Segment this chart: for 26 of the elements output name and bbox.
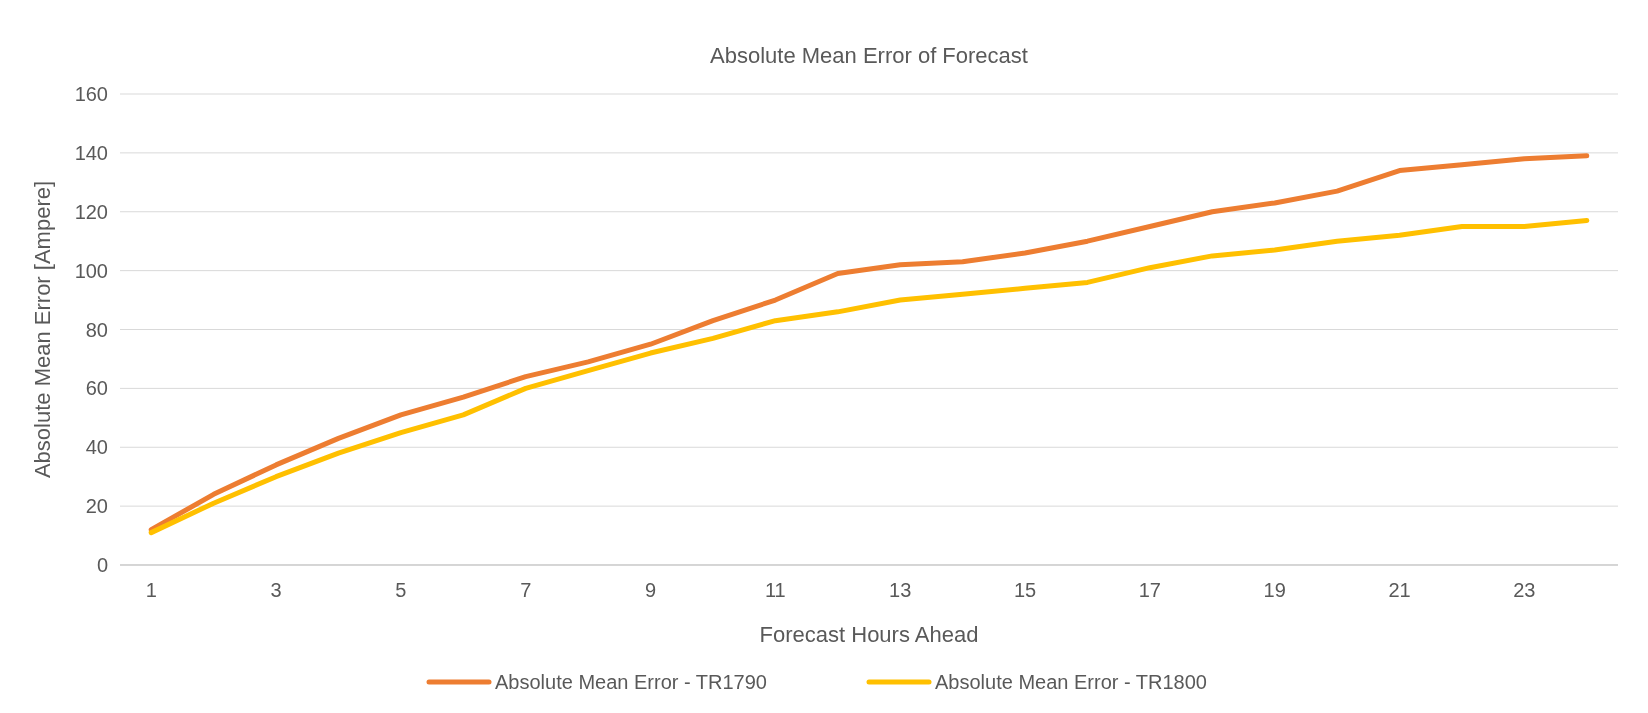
legend-label: Absolute Mean Error - TR1790 [495, 671, 767, 693]
y-tick-label: 40 [85, 436, 108, 459]
y-tick-label: 140 [74, 141, 108, 164]
y-tick-label: 0 [96, 554, 108, 576]
y-tick-label: 20 [85, 495, 108, 518]
x-tick-label: 11 [764, 579, 786, 601]
x-tick-label: 17 [1138, 579, 1161, 601]
x-tick-label: 13 [889, 579, 912, 601]
x-tick-label: 1 [145, 579, 157, 601]
legend-label: Absolute Mean Error - TR1800 [935, 671, 1207, 693]
x-tick-label: 5 [395, 579, 407, 601]
y-tick-label: 80 [85, 318, 108, 341]
x-tick-label: 19 [1263, 579, 1286, 601]
x-tick-label: 3 [270, 579, 282, 601]
y-axis-title: Absolute Mean Error [Ampere] [30, 180, 55, 479]
x-tick-label: 21 [1388, 579, 1411, 601]
x-tick-label: 9 [644, 579, 657, 601]
y-tick-label: 120 [74, 200, 108, 223]
x-tick-label: 15 [1013, 579, 1037, 601]
y-tick-label: 160 [74, 83, 108, 105]
y-tick-label: 60 [85, 377, 108, 400]
chart-title: Absolute Mean Error of Forecast [710, 43, 1028, 68]
y-tick-label: 100 [74, 259, 108, 282]
x-axis-title: Forecast Hours Ahead [759, 622, 979, 647]
x-tick-label: 23 [1513, 579, 1536, 601]
x-tick-label: 7 [520, 579, 532, 601]
